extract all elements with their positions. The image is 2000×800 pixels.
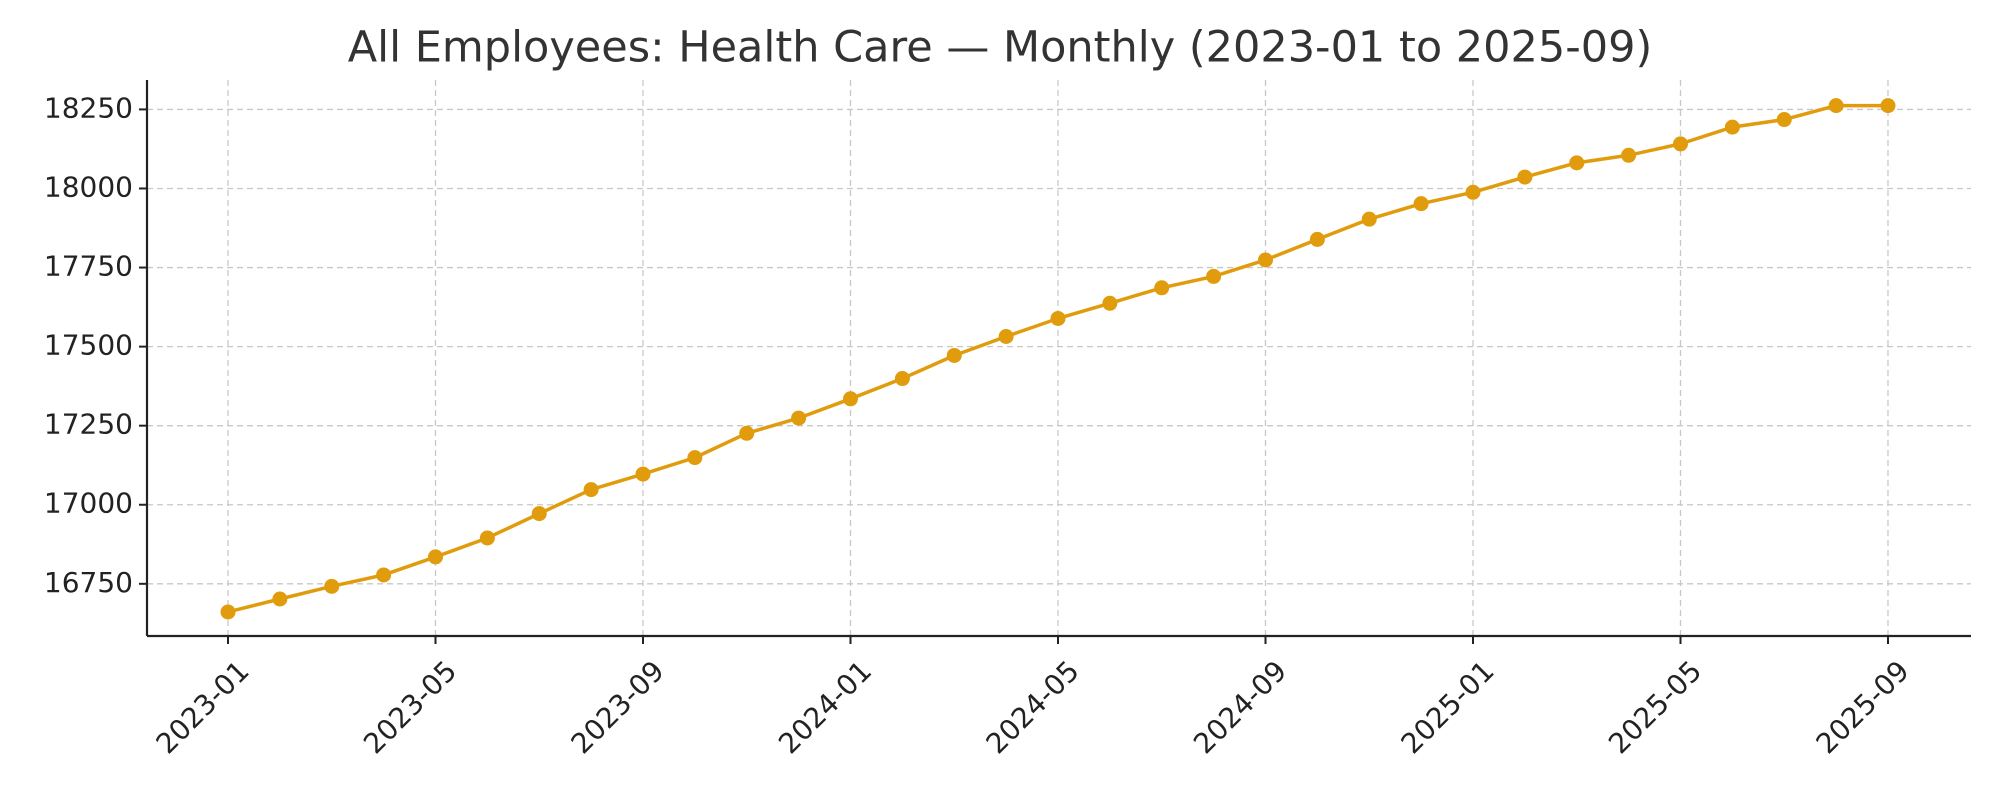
x-tick-label: 2024-05 [980, 654, 1086, 760]
point [376, 567, 392, 583]
x-tick-label: 2023-05 [357, 654, 463, 760]
y-tick-label: 17500 [44, 329, 133, 362]
point [272, 591, 288, 607]
point [687, 450, 703, 466]
x-tick-label: 2023-01 [150, 654, 256, 760]
point [946, 347, 962, 363]
point [428, 549, 443, 565]
point [1258, 252, 1273, 268]
point [1828, 98, 1844, 114]
point [531, 506, 547, 522]
point [1776, 112, 1792, 128]
point [1206, 268, 1222, 284]
x-tick-label: 2025-01 [1395, 654, 1501, 760]
point [1569, 155, 1585, 171]
x-tick-label: 2025-05 [1602, 654, 1708, 760]
point [324, 578, 340, 594]
point [894, 371, 910, 387]
point [1880, 98, 1896, 114]
point [998, 328, 1014, 344]
point [791, 410, 807, 426]
point [1673, 136, 1688, 152]
point [635, 466, 651, 482]
point [1413, 196, 1429, 212]
point [220, 604, 236, 620]
point [1309, 231, 1325, 247]
point [1050, 310, 1066, 326]
point [1154, 280, 1170, 296]
x-tick-label: 2023-09 [565, 654, 671, 760]
point [739, 425, 755, 441]
point [1361, 211, 1377, 227]
y-tick-label: 16750 [44, 566, 133, 599]
x-tick-label: 2025-09 [1810, 654, 1916, 760]
point [479, 530, 495, 546]
point [843, 391, 858, 407]
y-tick-label: 18250 [44, 91, 133, 124]
point [1621, 147, 1637, 163]
point [1465, 184, 1481, 200]
chart-title: All Employees: Health Care — Monthly (20… [348, 23, 1653, 73]
point [1102, 295, 1118, 311]
point [583, 482, 599, 498]
y-tick-label: 17250 [44, 408, 133, 441]
point [1517, 169, 1533, 185]
y-tick-label: 17750 [44, 250, 133, 283]
point [1724, 119, 1740, 135]
x-tick-label: 2024-01 [772, 654, 878, 760]
x-tick-label: 2024-09 [1187, 654, 1293, 760]
y-tick-label: 17000 [44, 487, 133, 520]
y-tick-label: 18000 [44, 170, 133, 203]
